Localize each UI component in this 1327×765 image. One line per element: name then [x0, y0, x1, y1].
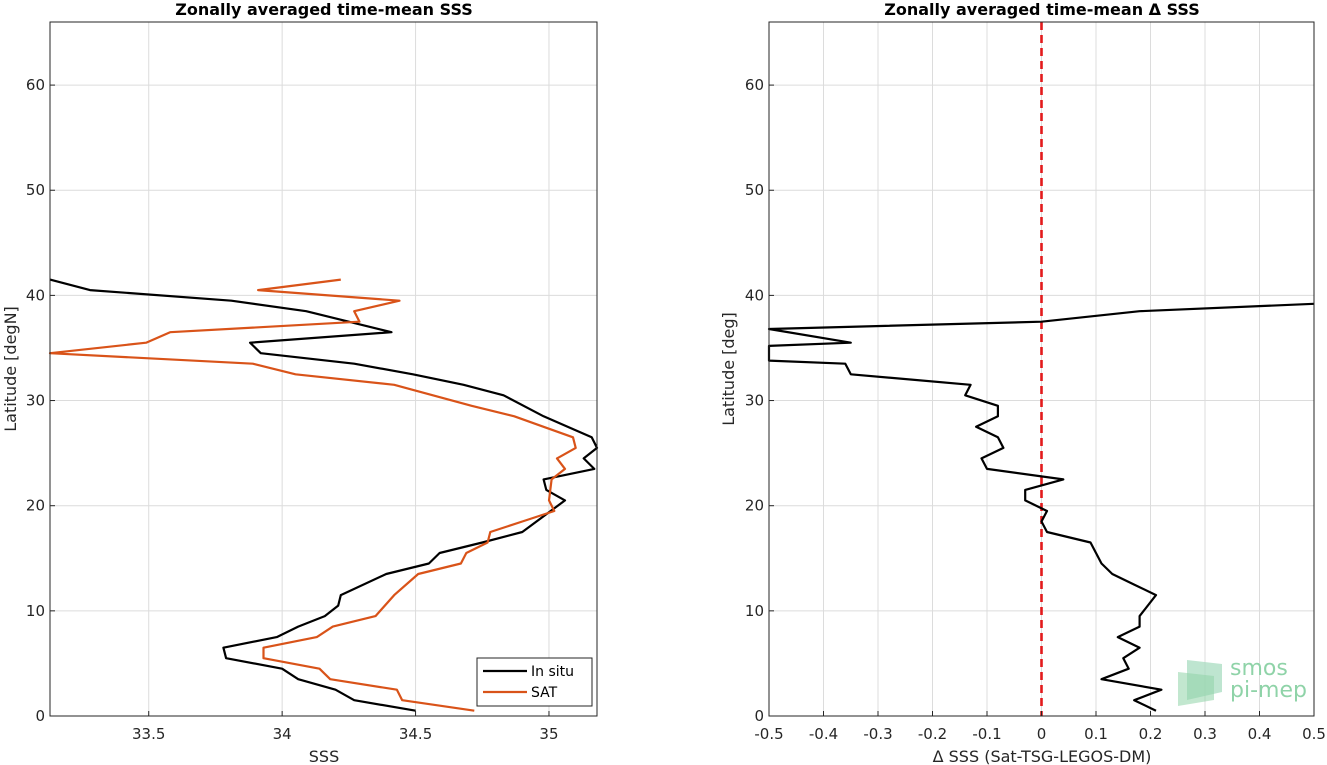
y-tick-label: 50 [745, 181, 764, 199]
series-line-sat [48, 278, 577, 712]
right-tick-labels: -0.5 -0.4 -0.3 -0.2 -0.1 0 0.1 0.2 0.3 0.4 0.5 0 10 2… [745, 76, 1326, 743]
left-chart-title: Zonally averaged time-mean SSS [175, 0, 473, 19]
y-tick-label: 40 [26, 286, 45, 304]
legend-label-in-situ: In situ [531, 664, 574, 680]
x-tick-label: -0.5 [754, 725, 783, 743]
smos-pi-mep-logo: smos pi-mep [1178, 656, 1307, 706]
y-tick-label: 20 [26, 497, 45, 515]
series-line-in-situ [49, 278, 599, 712]
legend: In situ SAT [476, 657, 593, 707]
logo-text-pi-mep: pi-mep [1230, 678, 1307, 703]
left-y-axis-label: Latitude [degN] [1, 306, 20, 432]
x-tick-label: 0 [1037, 725, 1047, 743]
right-series-group [767, 22, 1315, 716]
x-tick-label: 33.5 [132, 725, 165, 743]
y-tick-label: 10 [745, 602, 764, 620]
y-tick-label: 20 [745, 497, 764, 515]
x-tick-label: 0.1 [1084, 725, 1108, 743]
y-tick-label: 40 [745, 286, 764, 304]
right-chart: Zonally averaged time-mean Δ SSS Δ SSS (… [719, 0, 1326, 765]
x-tick-label: 34 [273, 725, 292, 743]
x-tick-label: 0.3 [1193, 725, 1217, 743]
right-y-axis-label: Latitude [deg] [719, 312, 738, 426]
x-tick-label: 0.2 [1139, 725, 1163, 743]
y-tick-label: 0 [754, 707, 764, 725]
x-tick-label: 0.5 [1302, 725, 1326, 743]
y-tick-label: 50 [26, 181, 45, 199]
y-tick-label: 0 [35, 707, 45, 725]
left-x-axis-label: SSS [309, 747, 339, 765]
left-tick-labels: 33.5 34 34.5 35 0 10 20 30 40 50 60 [26, 76, 559, 743]
y-tick-label: 60 [26, 76, 45, 94]
left-chart: Zonally averaged time-mean SSS SSS Latit… [1, 0, 599, 765]
x-tick-label: -0.4 [809, 725, 838, 743]
y-tick-label: 10 [26, 602, 45, 620]
right-chart-title: Zonally averaged time-mean Δ SSS [884, 0, 1200, 19]
left-grid [50, 22, 597, 717]
logo-wave-icon-2 [1178, 672, 1214, 706]
y-tick-label: 60 [745, 76, 764, 94]
logo-text-smos: smos [1230, 656, 1288, 681]
left-series-group [48, 278, 599, 712]
left-plot-frame [49, 21, 598, 717]
legend-label-sat: SAT [531, 685, 558, 701]
x-tick-label: -0.2 [918, 725, 947, 743]
y-tick-label: 30 [26, 392, 45, 410]
y-tick-label: 30 [745, 392, 764, 410]
legend-box [476, 657, 593, 707]
series-line-delta-0 [767, 302, 1315, 712]
x-tick-label: 35 [539, 725, 558, 743]
x-tick-label: 0.4 [1248, 725, 1272, 743]
x-tick-label: 34.5 [399, 725, 432, 743]
x-tick-label: -0.1 [972, 725, 1001, 743]
x-tick-label: -0.3 [863, 725, 892, 743]
right-x-axis-label: Δ SSS (Sat-TSG-LEGOS-DM) [933, 747, 1152, 765]
